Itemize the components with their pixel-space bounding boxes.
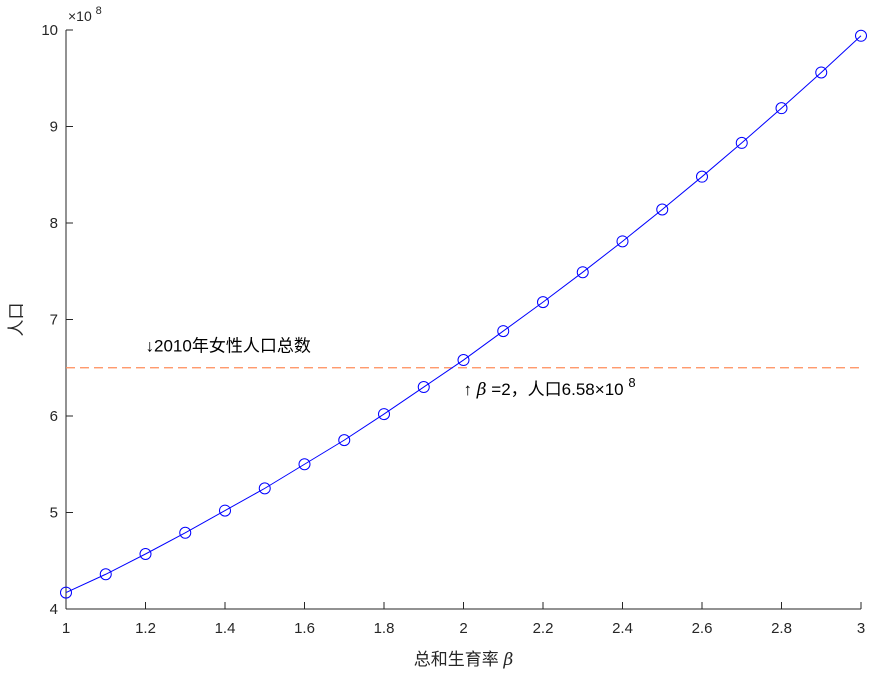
data-point <box>60 586 72 599</box>
data-point <box>378 408 390 421</box>
y-axis-label: 人口 <box>7 303 26 337</box>
data-point <box>258 482 271 495</box>
data-point <box>338 434 351 447</box>
annotation-beta-text: =2，人口6.58×10 <box>491 380 623 399</box>
data-point <box>219 504 231 517</box>
annotation-beta-symbol: β <box>476 380 487 400</box>
y-axis-ticks: 4 5 6 7 8 9 10 <box>41 22 73 618</box>
data-point <box>99 568 112 581</box>
x-tick-label: 1 <box>62 620 70 637</box>
x-tick-label: 2.8 <box>771 620 792 637</box>
data-point <box>656 203 669 216</box>
x-tick-label: 1.4 <box>215 620 236 637</box>
y-tick-label: 6 <box>50 408 58 425</box>
data-point <box>775 102 788 115</box>
x-axis-label-text: 总和生育率 <box>414 650 499 669</box>
y-axis-exponent-base: ×10 <box>68 8 92 24</box>
x-tick-label: 2.4 <box>612 620 633 637</box>
data-point <box>735 136 748 149</box>
annotation-arrow: ↑ <box>464 380 473 399</box>
data-point <box>497 325 510 338</box>
data-point <box>139 547 152 560</box>
annotation-beta-2-population: ↑ β =2，人口6.58×10 8 <box>464 375 636 400</box>
y-axis-exponent-power: 8 <box>96 5 102 17</box>
y-tick-label: 4 <box>50 601 58 618</box>
x-tick-label: 1.2 <box>135 620 156 637</box>
data-point <box>417 381 430 394</box>
x-tick-label: 1.6 <box>294 620 315 637</box>
x-tick-label: 2.6 <box>692 620 713 637</box>
x-axis-ticks: 1 1.2 1.4 1.6 1.8 2 2.2 2.4 2.6 2.8 3 <box>62 602 865 637</box>
x-tick-label: 2 <box>459 620 467 637</box>
y-tick-label: 9 <box>50 119 58 136</box>
x-tick-label: 2.2 <box>533 620 554 637</box>
data-point <box>616 235 629 248</box>
y-tick-label: 7 <box>50 312 58 329</box>
data-point <box>815 66 828 79</box>
data-point <box>855 29 867 42</box>
series-markers <box>60 29 867 599</box>
annotation-2010-female-population: ↓2010年女性人口总数 <box>146 336 311 355</box>
x-tick-label: 3 <box>857 620 865 637</box>
data-point <box>457 354 470 367</box>
y-axis-exponent: ×10 8 <box>68 5 102 24</box>
y-tick-label: 10 <box>41 22 58 39</box>
data-point <box>537 296 549 309</box>
data-point <box>179 526 192 539</box>
x-axis-label-symbol: β <box>502 650 513 670</box>
annotation-beta-exponent: 8 <box>628 375 635 390</box>
data-point <box>696 170 708 183</box>
series-line <box>65 35 862 594</box>
x-tick-label: 1.8 <box>374 620 395 637</box>
x-axis-label: 总和生育率 β <box>414 650 514 670</box>
data-point <box>298 458 311 471</box>
data-point <box>576 266 589 279</box>
y-tick-label: 8 <box>50 215 58 232</box>
y-tick-label: 5 <box>50 505 58 522</box>
